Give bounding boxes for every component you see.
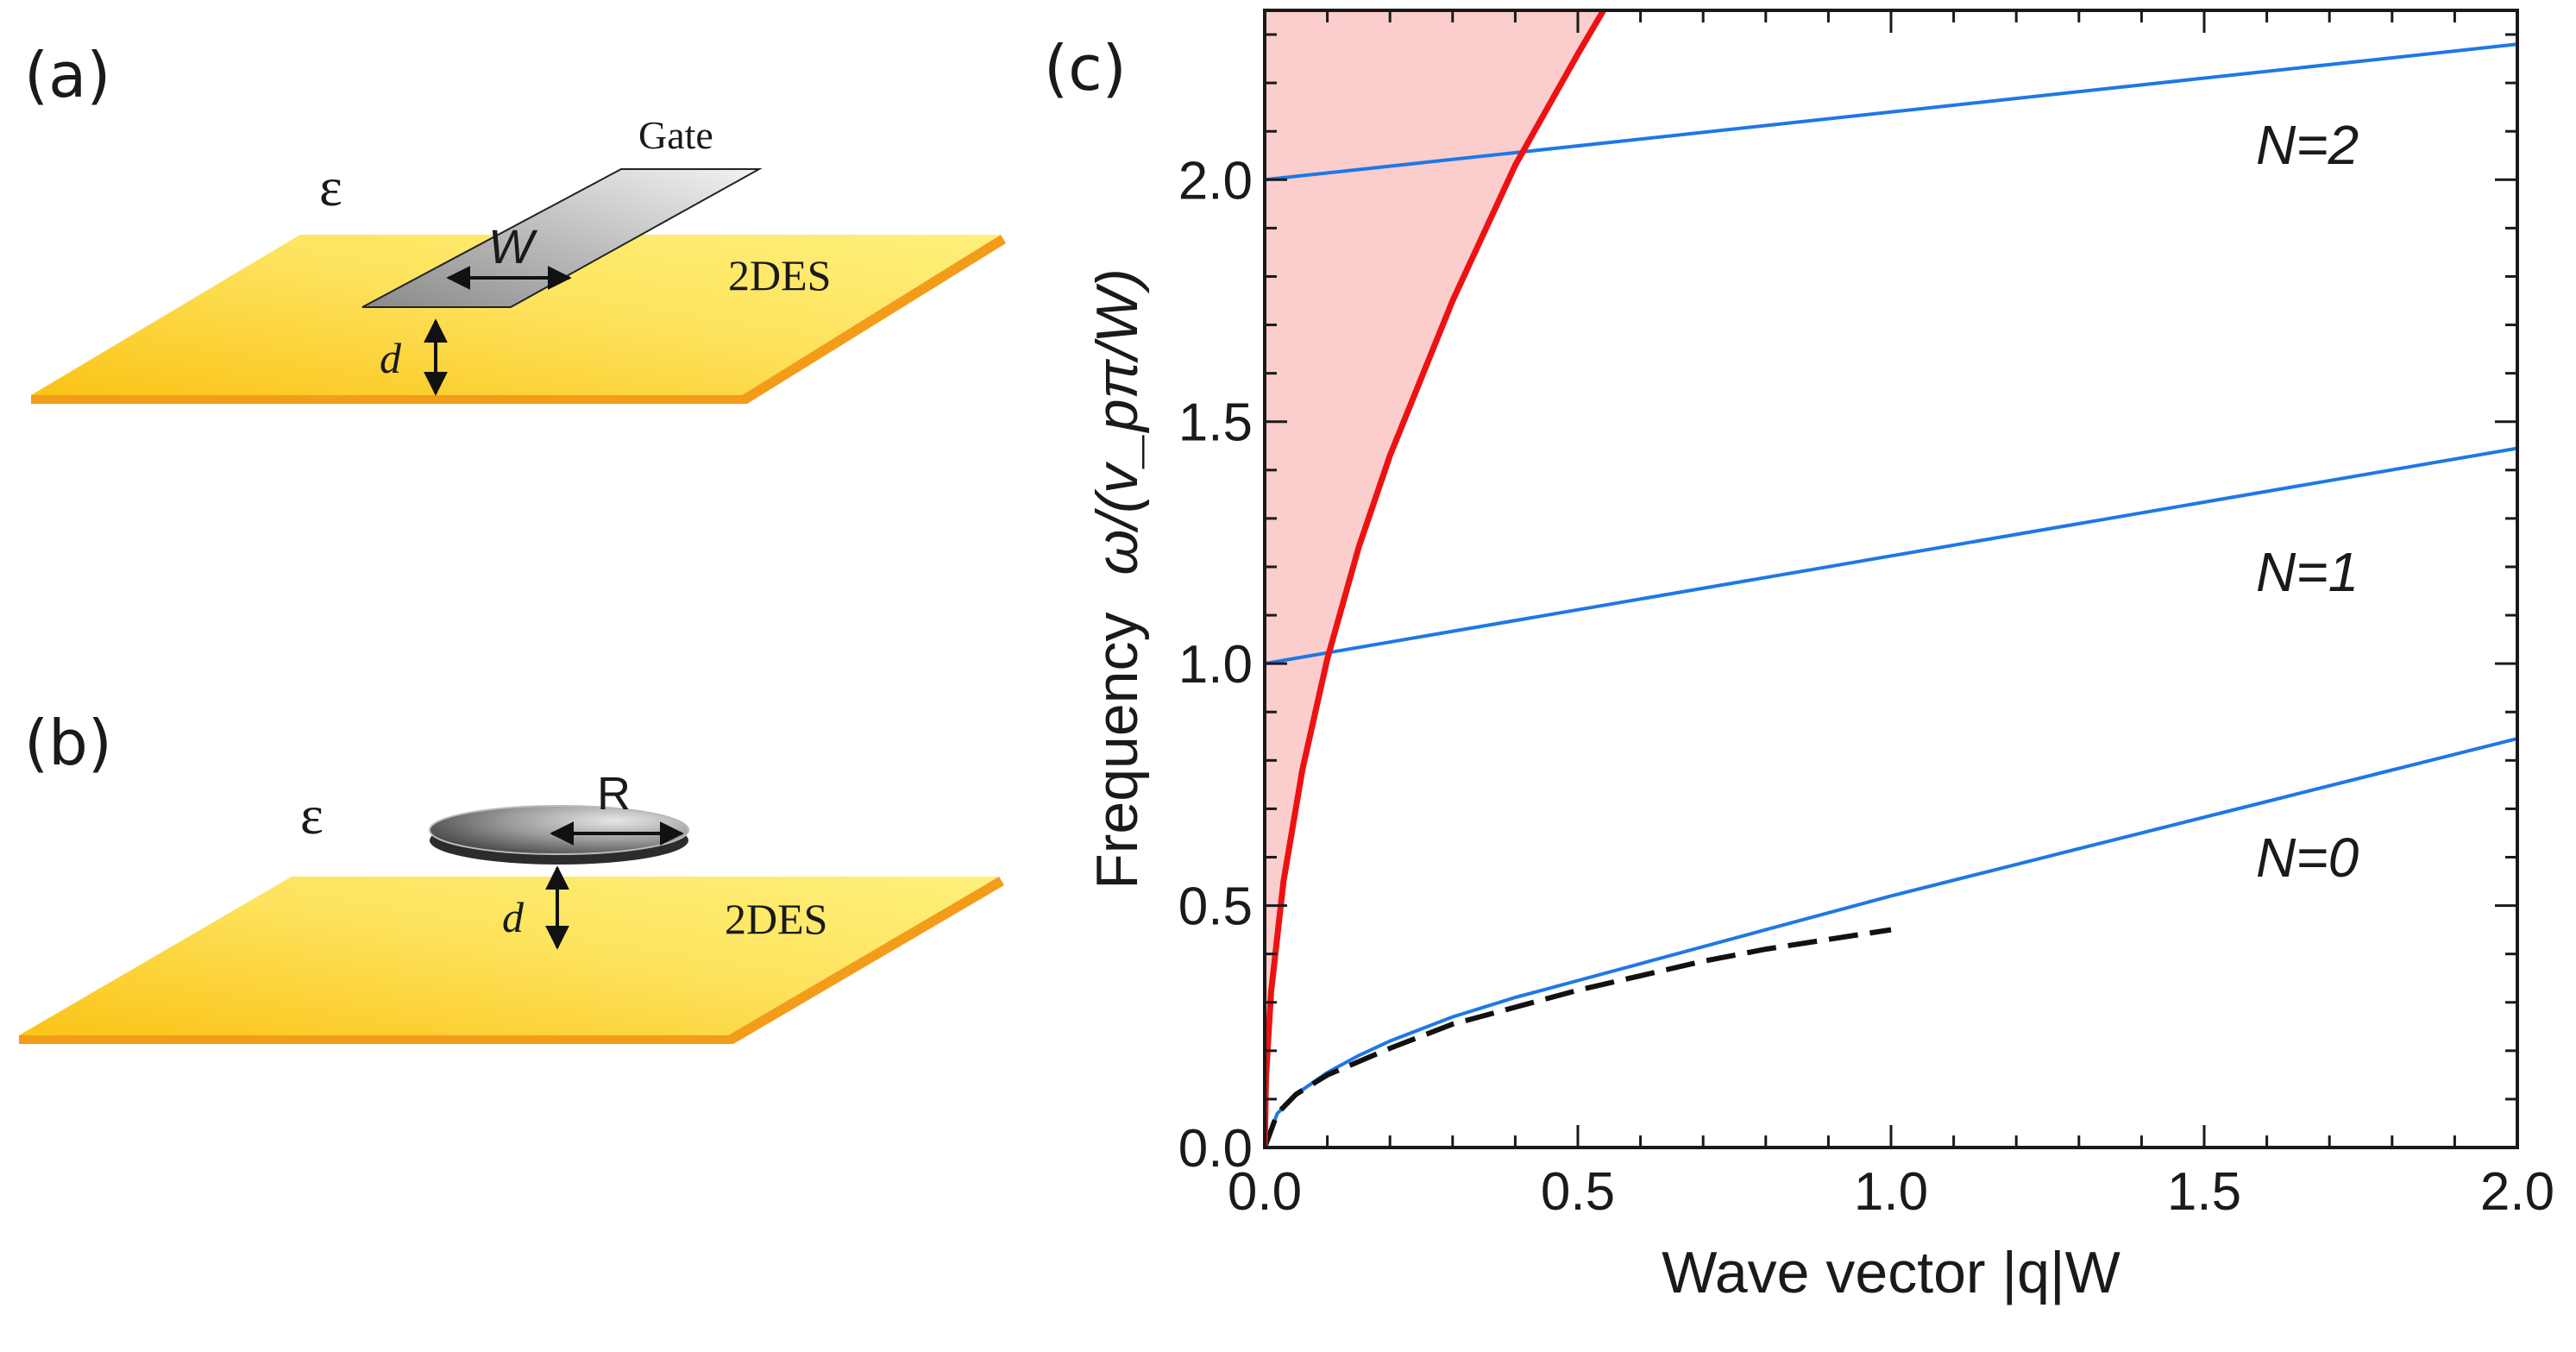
- mode-line-n0: [1265, 737, 2517, 1148]
- panel-a-distance-label: d: [380, 334, 402, 382]
- label-n2: N=2: [2256, 114, 2359, 176]
- panel-b-plane-label: 2DES: [725, 895, 827, 943]
- y-tick-label: 0.5: [1178, 877, 1253, 937]
- x-tick-label: 1.0: [1854, 1162, 1928, 1222]
- panel-b-distance-label: d: [502, 893, 525, 941]
- label-n1: N=1: [2256, 541, 2359, 603]
- y-axis-title-math: ω/(v_pπ/W): [1084, 268, 1150, 575]
- panel-a-plane: [31, 235, 1001, 395]
- y-tick-label: 1.0: [1178, 635, 1253, 695]
- light-cone-region: [1265, 10, 1610, 1148]
- x-tick-label: 0.5: [1541, 1162, 1615, 1222]
- panel-a: (a) 2DES Gate ε W d: [24, 39, 1006, 404]
- panel-a-epsilon: ε: [319, 156, 342, 217]
- x-tick-label: 0.0: [1228, 1162, 1302, 1222]
- x-axis-title: Wave vector |q|W: [1662, 1240, 2120, 1305]
- axis-tick-labels: 0.0 0.5 1.0 1.5 2.0 0.0 0.5 1.0 1.5 2.0: [1178, 151, 2554, 1222]
- y-axis-title-text: Frequency ω/(v_pπ/W): [1084, 268, 1150, 890]
- light-line: [1265, 10, 1607, 1148]
- panel-b-disk: [429, 805, 689, 855]
- mode-line-n1: [1265, 446, 2517, 666]
- y-tick-label: 2.0: [1178, 151, 1253, 211]
- mode-line-n2: [1265, 42, 2517, 182]
- y-tick-label: 0.0: [1178, 1119, 1253, 1179]
- asymptote-dashed-line: [1265, 927, 1892, 1148]
- panel-b: (b) 2DES ε R d: [19, 707, 1004, 1044]
- panel-a-width-label: W: [488, 219, 538, 274]
- panel-c: (c) 0.0 0.5 1.0 1.5 2.0 0.0 0.5 1.0 1.5 2.0 N=2 N…: [1044, 9, 2554, 1305]
- x-tick-label: 1.5: [2167, 1162, 2241, 1222]
- panel-c-label: (c): [1044, 32, 1127, 104]
- panel-a-gate-label: Gate: [638, 113, 713, 157]
- y-axis-title-prefix: Frequency: [1084, 613, 1150, 890]
- plot-area: [1265, 10, 2517, 1148]
- panel-b-radius-label: R: [597, 768, 631, 820]
- panel-b-epsilon: ε: [300, 784, 324, 846]
- panel-b-label: (b): [24, 707, 112, 779]
- x-tick-label: 2.0: [2480, 1162, 2554, 1222]
- panel-a-label: (a): [24, 39, 110, 111]
- y-tick-label: 1.5: [1178, 393, 1253, 453]
- panel-a-plane-label: 2DES: [728, 251, 831, 299]
- y-axis-title: Frequency ω/(v_pπ/W): [1084, 268, 1150, 890]
- panel-b-plane: [19, 877, 999, 1035]
- label-n0: N=0: [2256, 827, 2359, 889]
- axis-ticks: [1263, 10, 2519, 1149]
